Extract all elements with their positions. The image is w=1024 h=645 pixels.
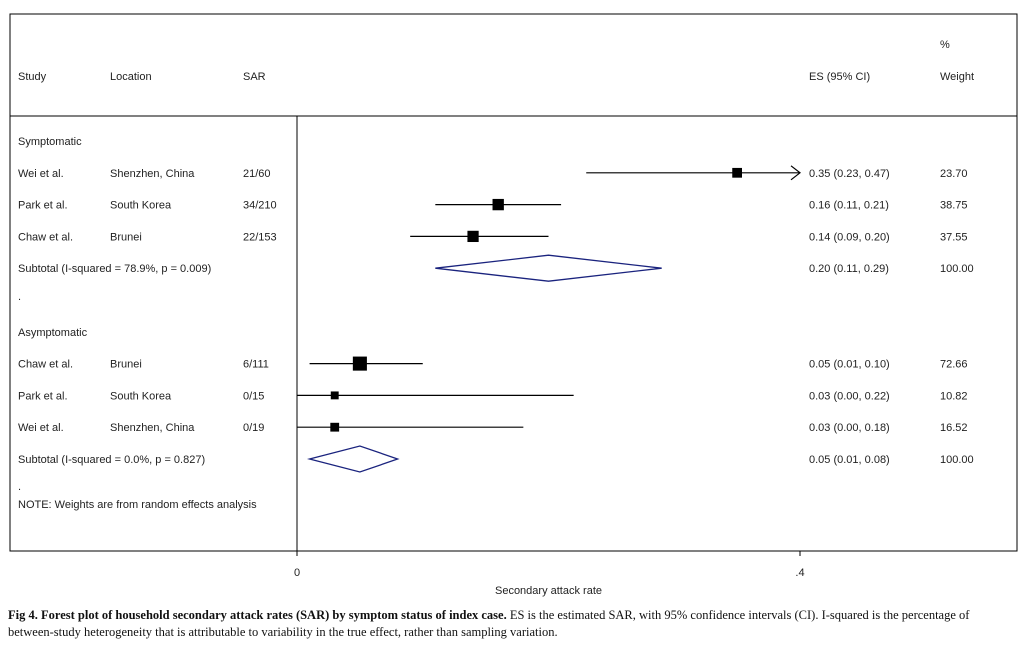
row-study: Park et al. <box>18 390 68 402</box>
row-location: Brunei <box>110 359 142 371</box>
row-study: Wei et al. <box>18 168 64 180</box>
row-es-ci: 0.35 (0.23, 0.47) <box>809 168 890 180</box>
group-label: Asymptomatic <box>18 327 88 339</box>
row-study: Chaw et al. <box>18 359 73 371</box>
subtotal-weight: 100.00 <box>940 454 974 466</box>
subtotal-label: Subtotal (I-squared = 78.9%, p = 0.009) <box>18 263 211 275</box>
row-es-ci: 0.03 (0.00, 0.22) <box>809 390 890 402</box>
row-study: Chaw et al. <box>18 231 73 243</box>
subtotal-es-ci: 0.20 (0.11, 0.29) <box>809 263 889 275</box>
row-weight: 37.55 <box>940 231 968 243</box>
note-dot: . <box>18 481 21 493</box>
row-es-ci: 0.16 (0.11, 0.21) <box>809 200 889 212</box>
row-es-ci: 0.03 (0.00, 0.18) <box>809 422 890 434</box>
x-tick-label: 0 <box>294 567 300 579</box>
group-label: Symptomatic <box>18 136 82 148</box>
caption-text: ES is the estimated SAR, with 95% confid… <box>8 608 970 639</box>
row-sar: 22/153 <box>243 231 277 243</box>
group-separator-dot: . <box>18 291 21 303</box>
row-sar: 0/19 <box>243 422 264 434</box>
column-header-location: Location <box>110 71 152 83</box>
point-estimate-square <box>467 230 479 243</box>
point-estimate-square <box>352 356 367 371</box>
row-sar: 34/210 <box>243 200 277 212</box>
row-study: Wei et al. <box>18 422 64 434</box>
row-location: South Korea <box>110 390 172 402</box>
row-location: Brunei <box>110 231 142 243</box>
column-header-weight-percent: % <box>940 39 950 51</box>
row-sar: 6/111 <box>243 359 269 371</box>
subtotal-es-ci: 0.05 (0.01, 0.08) <box>809 454 890 466</box>
column-header-es: ES (95% CI) <box>809 71 870 83</box>
point-estimate-square <box>492 198 504 211</box>
plot-frame <box>9 13 1018 552</box>
subtotal-label: Subtotal (I-squared = 0.0%, p = 0.827) <box>18 454 205 466</box>
point-estimate-square <box>330 391 339 400</box>
row-location: South Korea <box>110 200 172 212</box>
row-es-ci: 0.05 (0.01, 0.10) <box>809 359 890 371</box>
row-location: Shenzhen, China <box>110 168 195 180</box>
row-weight: 10.82 <box>940 390 968 402</box>
point-estimate-square <box>732 167 742 178</box>
subtotal-diamond <box>306 445 400 473</box>
caption-title: Fig 4. Forest plot of household secondar… <box>8 608 507 622</box>
subtotal-weight: 100.00 <box>940 263 974 275</box>
row-study: Park et al. <box>18 200 68 212</box>
row-es-ci: 0.14 (0.09, 0.20) <box>809 231 890 243</box>
forest-rows: Symptomatic Wei et al. Shenzhen, China 21/6… <box>18 116 974 551</box>
column-header-sar: SAR <box>243 71 266 83</box>
row-weight: 16.52 <box>940 422 968 434</box>
forest-plot: Study Location SAR ES (95% CI) % Weight … <box>9 13 1018 597</box>
figure-caption: Fig 4. Forest plot of household secondar… <box>8 607 1018 641</box>
x-tick-label: .4 <box>795 567 804 579</box>
ci-arrow <box>790 165 801 181</box>
x-axis-label: Secondary attack rate <box>495 585 602 597</box>
row-weight: 72.66 <box>940 359 968 371</box>
row-weight: 23.70 <box>940 168 968 180</box>
column-header-study: Study <box>18 71 47 83</box>
subtotal-diamond <box>435 254 662 282</box>
point-estimate-square <box>330 422 340 432</box>
x-axis: 0 .4 Secondary attack rate <box>294 551 805 597</box>
row-weight: 38.75 <box>940 200 968 212</box>
row-location: Shenzhen, China <box>110 422 195 434</box>
row-sar: 21/60 <box>243 168 271 180</box>
weights-note: NOTE: Weights are from random effects an… <box>18 499 257 511</box>
row-sar: 0/15 <box>243 390 264 402</box>
column-header-weight: Weight <box>940 71 974 83</box>
